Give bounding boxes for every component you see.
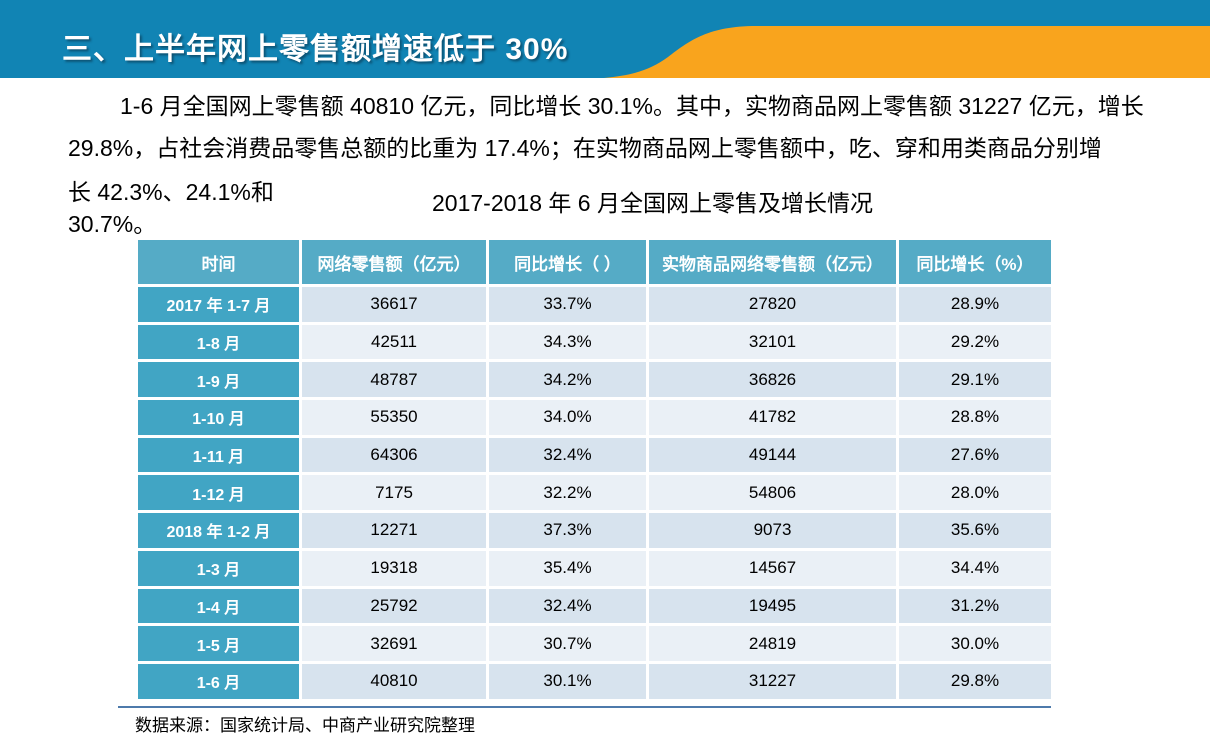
table-cell: 41782 [649, 400, 896, 435]
table-cell: 33.7% [489, 287, 646, 322]
column-header: 时间 [138, 240, 299, 284]
table-title: 2017-2018 年 6 月全国网上零售及增长情况 [432, 190, 873, 216]
table-cell: 37.3% [489, 513, 646, 548]
row-label: 2017 年 1-7 月 [138, 287, 299, 322]
row-label: 1-12 月 [138, 475, 299, 511]
table-cell: 31.2% [899, 588, 1051, 624]
page-title: 三、上半年网上零售额增速低于 30% [62, 33, 569, 66]
table-cell: 32.2% [489, 475, 646, 511]
paragraph-line-3: 长 42.3%、24.1%和 [68, 179, 274, 205]
paragraph-line-4: 30.7%。 [68, 211, 157, 237]
table-cell: 32.4% [489, 588, 646, 624]
table-cell: 29.1% [899, 362, 1051, 398]
table-cell: 9073 [649, 513, 896, 548]
row-label: 1-6 月 [138, 663, 299, 699]
table-cell: 27820 [649, 287, 896, 322]
table-cell: 19495 [649, 588, 896, 624]
table-cell: 48787 [302, 362, 486, 398]
column-header: 同比增长（%） [899, 240, 1051, 284]
table-cell: 34.0% [489, 400, 646, 435]
column-header: 同比增长（ ） [489, 240, 646, 284]
table-cell: 29.2% [899, 324, 1051, 360]
row-label: 1-3 月 [138, 550, 299, 586]
table-cell: 28.9% [899, 287, 1051, 322]
row-label: 1-9 月 [138, 362, 299, 398]
row-label: 1-8 月 [138, 324, 299, 360]
table-cell: 32691 [302, 626, 486, 661]
orange-swoosh-shape [604, 26, 1210, 78]
table-cell: 40810 [302, 663, 486, 699]
table-cell: 49144 [649, 437, 896, 473]
retail-data-table: 时间 网络零售额（亿元） 同比增长（ ）实物商品网络零售额（亿元） 同比增长（%） 20… [138, 240, 1051, 699]
row-label: 2018 年 1-2 月 [138, 513, 299, 548]
paragraph-line-2: 29.8%，占社会消费品零售总额的比重为 17.4%；在实物商品网上零售额中，吃… [68, 135, 1102, 161]
table-cell: 35.4% [489, 550, 646, 586]
row-label: 1-4 月 [138, 588, 299, 624]
table-cell: 19318 [302, 550, 486, 586]
table-cell: 42511 [302, 324, 486, 360]
table-cell: 54806 [649, 475, 896, 511]
paragraph-line-1: 1-6 月全国网上零售额 40810 亿元，同比增长 30.1%。其中，实物商品… [120, 93, 1144, 119]
table-cell: 34.2% [489, 362, 646, 398]
table-cell: 28.0% [899, 475, 1051, 511]
table-cell: 35.6% [899, 513, 1051, 548]
title-banner: 三、上半年网上零售额增速低于 30% [0, 0, 1210, 78]
table-cell: 32101 [649, 324, 896, 360]
column-header: 网络零售额（亿元） [302, 240, 486, 284]
table-cell: 32.4% [489, 437, 646, 473]
data-source-note: 数据来源：国家统计局、中商产业研究院整理 [135, 716, 475, 735]
table-cell: 64306 [302, 437, 486, 473]
row-label: 1-5 月 [138, 626, 299, 661]
row-label: 1-10 月 [138, 400, 299, 435]
table-bottom-rule [118, 706, 1051, 708]
table-cell: 36617 [302, 287, 486, 322]
table-cell: 34.4% [899, 550, 1051, 586]
table-cell: 34.3% [489, 324, 646, 360]
column-header: 实物商品网络零售额（亿元） [649, 240, 896, 284]
table-cell: 30.1% [489, 663, 646, 699]
table-cell: 30.7% [489, 626, 646, 661]
table-cell: 30.0% [899, 626, 1051, 661]
table-cell: 29.8% [899, 663, 1051, 699]
table-cell: 24819 [649, 626, 896, 661]
row-label: 1-11 月 [138, 437, 299, 473]
table-cell: 27.6% [899, 437, 1051, 473]
table-cell: 12271 [302, 513, 486, 548]
table-cell: 7175 [302, 475, 486, 511]
table-cell: 25792 [302, 588, 486, 624]
table-cell: 28.8% [899, 400, 1051, 435]
table-cell: 55350 [302, 400, 486, 435]
table-cell: 36826 [649, 362, 896, 398]
table-cell: 31227 [649, 663, 896, 699]
table-cell: 14567 [649, 550, 896, 586]
